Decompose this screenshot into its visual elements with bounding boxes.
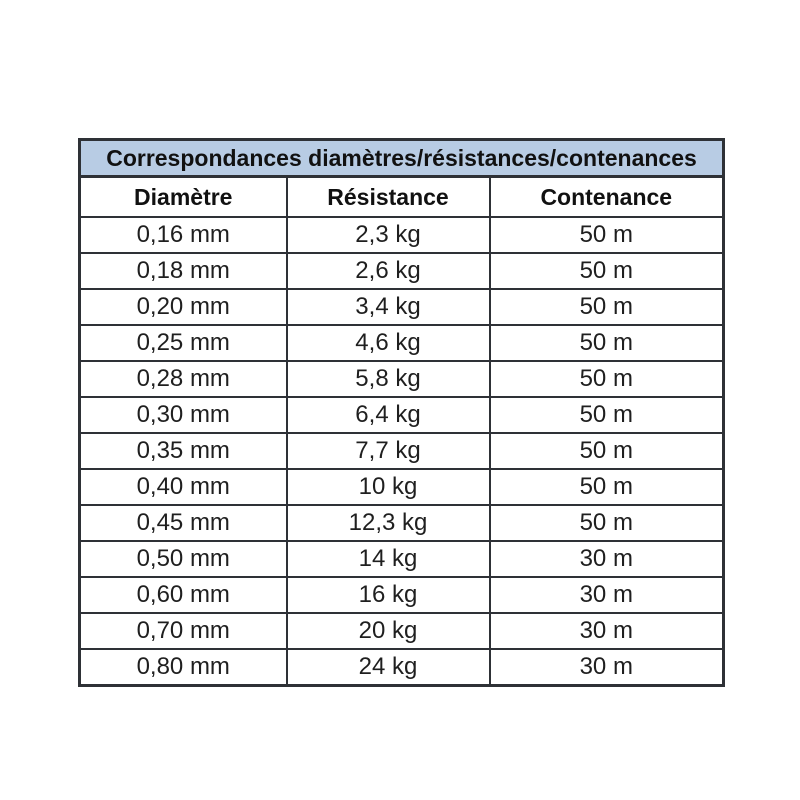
- column-header-resistance: Résistance: [285, 175, 491, 218]
- cell-diametre: 0,60 mm: [78, 576, 288, 614]
- table-row: 0,16 mm 2,3 kg 50 m: [78, 216, 725, 254]
- cell-contenance: 30 m: [488, 576, 725, 614]
- cell-contenance: 50 m: [488, 288, 725, 326]
- table-title-row: Correspondances diamètres/résistances/co…: [78, 138, 725, 178]
- cell-contenance: 50 m: [488, 252, 725, 290]
- cell-resistance: 14 kg: [285, 540, 491, 578]
- cell-resistance: 4,6 kg: [285, 324, 491, 362]
- cell-resistance: 20 kg: [285, 612, 491, 650]
- cell-diametre: 0,50 mm: [78, 540, 288, 578]
- cell-diametre: 0,30 mm: [78, 396, 288, 434]
- table-row: 0,28 mm 5,8 kg 50 m: [78, 360, 725, 398]
- cell-diametre: 0,20 mm: [78, 288, 288, 326]
- table-row: 0,80 mm 24 kg 30 m: [78, 648, 725, 687]
- table-row: 0,45 mm 12,3 kg 50 m: [78, 504, 725, 542]
- cell-contenance: 50 m: [488, 396, 725, 434]
- cell-diametre: 0,80 mm: [78, 648, 288, 687]
- cell-contenance: 30 m: [488, 648, 725, 687]
- table-row: 0,20 mm 3,4 kg 50 m: [78, 288, 725, 326]
- table-row: 0,60 mm 16 kg 30 m: [78, 576, 725, 614]
- cell-contenance: 30 m: [488, 540, 725, 578]
- table-row: 0,40 mm 10 kg 50 m: [78, 468, 725, 506]
- cell-diametre: 0,35 mm: [78, 432, 288, 470]
- table-row: 0,25 mm 4,6 kg 50 m: [78, 324, 725, 362]
- column-header-diametre: Diamètre: [78, 175, 288, 218]
- cell-resistance: 2,6 kg: [285, 252, 491, 290]
- table-header-row: Diamètre Résistance Contenance: [78, 175, 725, 218]
- table-row: 0,30 mm 6,4 kg 50 m: [78, 396, 725, 434]
- table-row: 0,35 mm 7,7 kg 50 m: [78, 432, 725, 470]
- cell-diametre: 0,18 mm: [78, 252, 288, 290]
- cell-diametre: 0,70 mm: [78, 612, 288, 650]
- column-header-contenance: Contenance: [488, 175, 725, 218]
- cell-resistance: 7,7 kg: [285, 432, 491, 470]
- cell-resistance: 10 kg: [285, 468, 491, 506]
- cell-resistance: 3,4 kg: [285, 288, 491, 326]
- cell-resistance: 24 kg: [285, 648, 491, 687]
- cell-contenance: 50 m: [488, 504, 725, 542]
- cell-contenance: 30 m: [488, 612, 725, 650]
- table-title: Correspondances diamètres/résistances/co…: [78, 138, 725, 178]
- cell-diametre: 0,25 mm: [78, 324, 288, 362]
- cell-resistance: 16 kg: [285, 576, 491, 614]
- cell-contenance: 50 m: [488, 468, 725, 506]
- cell-diametre: 0,40 mm: [78, 468, 288, 506]
- cell-contenance: 50 m: [488, 360, 725, 398]
- cell-resistance: 2,3 kg: [285, 216, 491, 254]
- cell-diametre: 0,16 mm: [78, 216, 288, 254]
- table-row: 0,50 mm 14 kg 30 m: [78, 540, 725, 578]
- cell-diametre: 0,28 mm: [78, 360, 288, 398]
- cell-contenance: 50 m: [488, 324, 725, 362]
- cell-diametre: 0,45 mm: [78, 504, 288, 542]
- cell-resistance: 6,4 kg: [285, 396, 491, 434]
- table-row: 0,18 mm 2,6 kg 50 m: [78, 252, 725, 290]
- table-row: 0,70 mm 20 kg 30 m: [78, 612, 725, 650]
- cell-resistance: 5,8 kg: [285, 360, 491, 398]
- cell-resistance: 12,3 kg: [285, 504, 491, 542]
- cell-contenance: 50 m: [488, 432, 725, 470]
- cell-contenance: 50 m: [488, 216, 725, 254]
- correspondence-table: Correspondances diamètres/résistances/co…: [78, 138, 726, 687]
